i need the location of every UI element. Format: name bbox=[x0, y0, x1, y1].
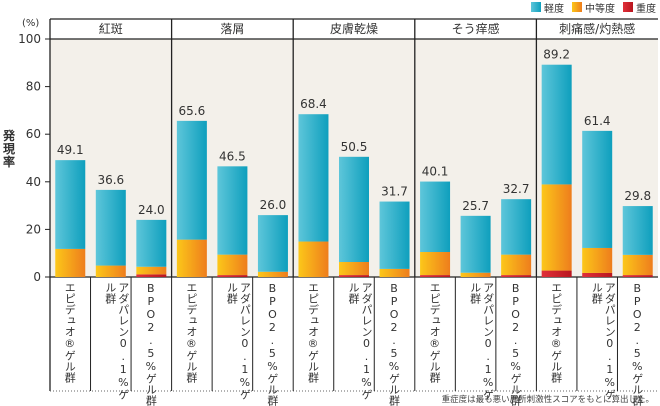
bar-total-label: 49.1 bbox=[57, 143, 84, 157]
y-tick-label: 80 bbox=[26, 80, 41, 94]
bar-segment-mild bbox=[217, 166, 248, 255]
bar-segment-severe bbox=[622, 275, 653, 277]
bar-total-label: 29.8 bbox=[624, 189, 651, 203]
bar-segment-mild bbox=[460, 215, 491, 273]
bar-total-label: 40.1 bbox=[422, 165, 449, 179]
y-axis-label: 発現率 bbox=[2, 130, 16, 169]
bar-segment-mild bbox=[582, 130, 613, 248]
bar-segment-moderate bbox=[501, 254, 532, 276]
x-category-label: BPO2.5%ゲル群 bbox=[387, 282, 401, 406]
y-tick-label: 0 bbox=[33, 270, 41, 284]
bar-segment-severe bbox=[136, 274, 167, 277]
x-category-label: アダパレン0.1%ゲル群 bbox=[590, 282, 617, 400]
bar-segment-mild bbox=[339, 156, 369, 263]
legend-label-moderate: 中等度 bbox=[585, 3, 615, 15]
x-category-label: エピデュオ®ゲル群 bbox=[306, 282, 320, 383]
bar-segment-moderate bbox=[298, 241, 329, 277]
bar-segment-severe bbox=[541, 270, 572, 277]
bar-segment-mild bbox=[501, 199, 532, 255]
bar-total-label: 25.7 bbox=[462, 199, 489, 213]
bar-segment-moderate bbox=[541, 184, 572, 271]
legend-item-severe: 重度 bbox=[623, 0, 656, 15]
bar-segment-mild bbox=[622, 206, 653, 255]
y-axis-label-char: 現 bbox=[2, 142, 15, 156]
bar-total-label: 61.4 bbox=[584, 114, 611, 128]
y-axis-unit: (%) bbox=[22, 18, 40, 29]
legend-swatch-severe bbox=[623, 2, 633, 12]
bar-segment-moderate bbox=[257, 271, 288, 277]
bar-segment-mild bbox=[176, 120, 207, 240]
x-category-label: アダパレン0.1%ゲル群 bbox=[225, 282, 252, 400]
x-category-label: アダパレン0.1%ゲル群 bbox=[347, 282, 373, 400]
legend-swatch-moderate bbox=[572, 2, 582, 12]
x-category-label: エピデュオ®ゲル群 bbox=[63, 282, 77, 383]
bar-segment-mild bbox=[55, 160, 86, 249]
bar-segment-moderate bbox=[460, 272, 491, 277]
bar-segment-mild bbox=[257, 215, 288, 272]
x-category-label: アダパレン0.1%ゲル群 bbox=[103, 282, 130, 400]
bar-total-label: 32.7 bbox=[503, 182, 530, 196]
group-header-label: そう痒感 bbox=[452, 21, 500, 36]
bar-total-label: 26.0 bbox=[260, 198, 287, 212]
bar-segment-mild bbox=[379, 201, 410, 269]
bar-segment-severe bbox=[339, 275, 369, 277]
bar-segment-severe bbox=[217, 275, 248, 277]
x-category-label: アダパレン0.1%ゲル群 bbox=[468, 282, 495, 400]
x-category-label: エピデュオ®ゲル群 bbox=[184, 282, 198, 383]
bar-total-label: 36.6 bbox=[97, 173, 124, 187]
x-category-label: BPO2.5%ゲル群 bbox=[144, 282, 158, 406]
bar-segment-mild bbox=[136, 219, 167, 267]
y-tick-label: 20 bbox=[26, 222, 41, 236]
bar-segment-moderate bbox=[217, 254, 248, 276]
bar-segment-moderate bbox=[339, 262, 369, 276]
bar-total-label: 46.5 bbox=[219, 149, 246, 163]
bar-total-label: 50.5 bbox=[341, 140, 368, 154]
group-header-label: 紅斑 bbox=[99, 22, 123, 36]
bar-segment-moderate bbox=[379, 268, 410, 277]
y-tick-label: 60 bbox=[26, 127, 41, 141]
x-category-label: BPO2.5%ゲル群 bbox=[630, 282, 644, 406]
bar-total-label: 24.0 bbox=[138, 203, 165, 217]
x-category-label: BPO2.5%ゲル群 bbox=[509, 282, 523, 406]
group-header-label: 皮膚乾燥 bbox=[330, 21, 378, 36]
bar-segment-severe bbox=[420, 275, 451, 277]
bar-segment-moderate bbox=[420, 252, 451, 276]
bar-segment-moderate bbox=[55, 248, 86, 277]
bar-total-label: 68.4 bbox=[300, 97, 327, 111]
bar-total-label: 65.6 bbox=[179, 104, 206, 118]
x-category-label: エピデュオ®ゲル群 bbox=[549, 282, 563, 383]
bar-segment-mild bbox=[541, 64, 572, 185]
legend-swatch-mild bbox=[531, 2, 541, 12]
bar-segment-mild bbox=[95, 189, 126, 266]
x-category-label: エピデュオ®ゲル群 bbox=[428, 282, 442, 383]
footnote: 重症度は最も悪い局所刺激性スコアをもとに算出した。 bbox=[441, 395, 654, 405]
legend-item-mild: 軽度 bbox=[531, 0, 564, 15]
y-tick-label: 100 bbox=[18, 32, 41, 46]
bar-segment-mild bbox=[420, 181, 451, 253]
bar-segment-severe bbox=[501, 275, 532, 277]
bar-segment-moderate bbox=[136, 266, 167, 275]
group-header-label: 刺痛感/灼熱感 bbox=[559, 21, 635, 36]
bar-segment-moderate bbox=[582, 247, 613, 273]
bar-segment-mild bbox=[298, 114, 329, 242]
y-axis-label-char: 率 bbox=[2, 155, 15, 169]
y-tick-label: 40 bbox=[26, 175, 41, 189]
legend-item-moderate: 中等度 bbox=[572, 0, 615, 15]
x-category-label: BPO2.5%ゲル群 bbox=[265, 282, 279, 406]
bar-total-label: 31.7 bbox=[381, 185, 408, 199]
legend: 軽度 中等度 重度 bbox=[531, 0, 656, 15]
y-axis-label-char: 発 bbox=[2, 129, 15, 143]
bar-segment-moderate bbox=[176, 239, 207, 277]
group-header-label: 落屑 bbox=[220, 22, 244, 36]
bar-segment-moderate bbox=[95, 265, 126, 277]
bar-total-label: 89.2 bbox=[543, 48, 570, 62]
bar-segment-severe bbox=[582, 272, 613, 277]
bar-segment-moderate bbox=[622, 254, 653, 276]
legend-label-mild: 軽度 bbox=[544, 3, 564, 15]
legend-label-severe: 重度 bbox=[636, 3, 656, 15]
